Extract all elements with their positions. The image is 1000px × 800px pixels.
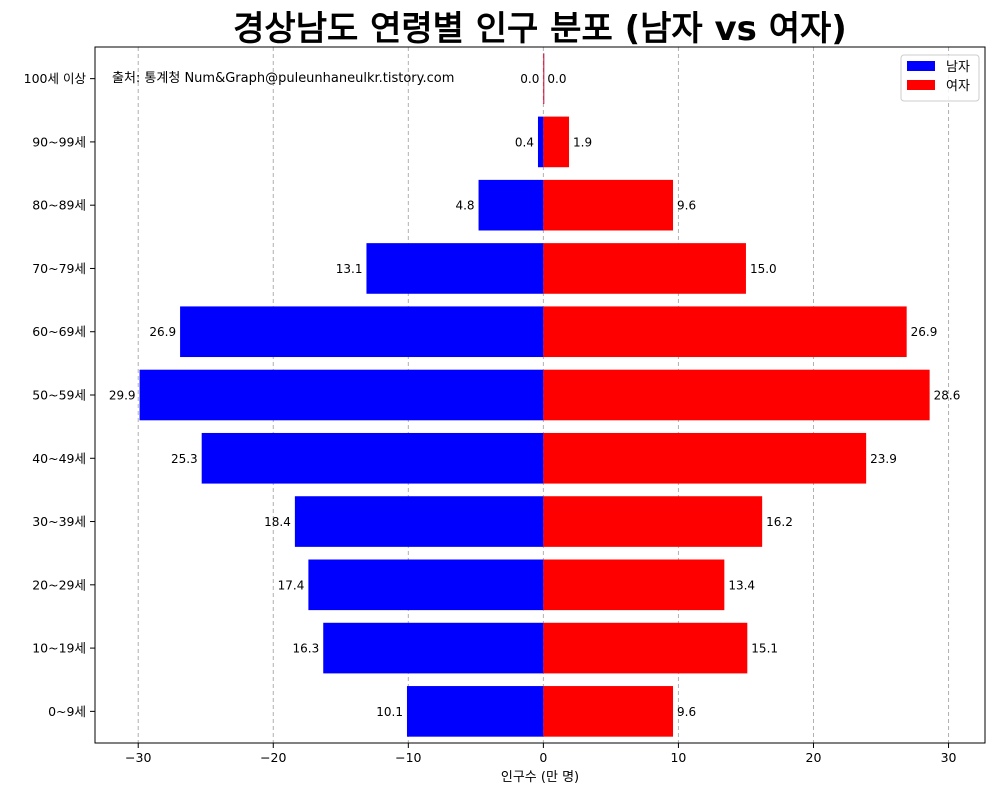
y-tick-label: 30~39세 xyxy=(32,514,86,529)
female-bar xyxy=(543,496,763,547)
female-value-label: 1.9 xyxy=(573,135,592,149)
male-bar xyxy=(478,179,544,231)
legend-label: 남자 xyxy=(946,60,970,75)
female-value-label: 9.6 xyxy=(677,199,696,213)
male-value-label: 0.0 xyxy=(520,72,539,86)
male-bar xyxy=(294,496,544,547)
male-value-label: 16.3 xyxy=(293,642,320,656)
legend-label: 여자 xyxy=(946,79,970,94)
legend-swatch xyxy=(907,80,935,90)
male-value-label: 26.9 xyxy=(149,325,176,339)
legend-swatch xyxy=(907,61,935,71)
male-value-label: 0.4 xyxy=(515,135,534,149)
male-value-label: 25.3 xyxy=(171,452,198,466)
y-tick-label: 0~9세 xyxy=(48,704,86,719)
female-value-label: 9.6 xyxy=(677,705,696,719)
source-note: 출처: 통계청 Num&Graph@puleunhaneulkr.tistory… xyxy=(112,71,454,86)
y-tick-label: 70~79세 xyxy=(32,261,86,276)
x-tick-label: 20 xyxy=(806,750,822,765)
y-tick-label: 40~49세 xyxy=(32,451,86,466)
female-bar xyxy=(543,116,570,168)
y-tick-label: 10~19세 xyxy=(32,641,86,656)
male-value-label: 29.9 xyxy=(109,389,136,403)
x-axis-label: 인구수 (만 명) xyxy=(501,770,579,785)
y-axis-ticks: 0~9세 10~19세 20~29세 30~39세 40~49세 50~59세 60~69세… xyxy=(24,71,95,719)
female-value-label: 13.4 xyxy=(728,578,755,592)
x-tick-label: −30 xyxy=(125,750,151,765)
chart-title: 경상남도 연령별 인구 분포 (남자 vs 여자) xyxy=(233,9,847,49)
female-bar xyxy=(543,243,746,294)
female-bar xyxy=(543,622,748,674)
female-bar xyxy=(543,369,930,421)
male-value-label: 4.8 xyxy=(455,199,474,213)
male-bar xyxy=(139,369,544,421)
male-value-label: 10.1 xyxy=(376,705,403,719)
y-tick-label: 90~99세 xyxy=(32,134,86,149)
male-bar xyxy=(537,116,544,168)
y-tick-label: 80~89세 xyxy=(32,198,86,213)
female-value-label: 23.9 xyxy=(870,452,897,466)
female-bar xyxy=(543,686,674,737)
x-axis-ticks: −30 −20 −10 0 10 20 30 xyxy=(125,743,957,765)
female-value-label: 26.9 xyxy=(911,325,938,339)
x-tick-label: −20 xyxy=(260,750,286,765)
female-value-label: 15.1 xyxy=(751,642,778,656)
male-value-label: 18.4 xyxy=(264,515,291,529)
female-value-label: 16.2 xyxy=(766,515,793,529)
female-value-label: 15.0 xyxy=(750,262,777,276)
female-value-label: 0.0 xyxy=(547,72,566,86)
male-bar xyxy=(323,622,544,674)
male-bar xyxy=(308,559,544,611)
x-tick-label: 0 xyxy=(539,750,547,765)
x-tick-label: 10 xyxy=(670,750,686,765)
male-value-label: 17.4 xyxy=(278,578,305,592)
y-tick-label: 50~59세 xyxy=(32,388,86,403)
male-bar xyxy=(366,243,544,294)
female-value-label: 28.6 xyxy=(934,389,961,403)
female-bar xyxy=(543,53,545,104)
female-bar xyxy=(543,559,725,611)
male-bar xyxy=(180,306,544,358)
y-tick-label: 100세 이상 xyxy=(24,71,87,86)
x-tick-label: 30 xyxy=(941,750,957,765)
male-bar xyxy=(406,686,544,737)
value-labels: 10.1 16.3 17.4 18.4 25.3 29.9 26.9 13.1 4.8 0.4 0.… xyxy=(109,72,960,719)
male-bar xyxy=(201,432,544,484)
female-bar xyxy=(543,179,674,231)
bars xyxy=(139,53,930,737)
y-tick-label: 20~29세 xyxy=(32,577,86,592)
y-tick-label: 60~69세 xyxy=(32,324,86,339)
female-bar xyxy=(543,306,907,358)
male-value-label: 13.1 xyxy=(336,262,363,276)
x-tick-label: −10 xyxy=(395,750,421,765)
female-bar xyxy=(543,432,867,484)
